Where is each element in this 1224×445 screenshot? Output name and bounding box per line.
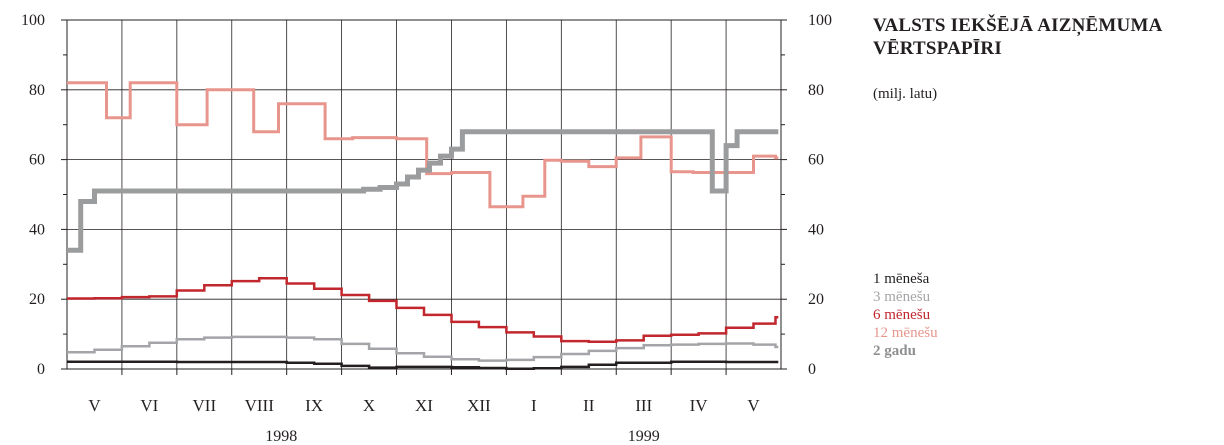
y-tick-label-left: 100 bbox=[21, 12, 45, 29]
legend-item: 1 mēneša bbox=[873, 271, 930, 287]
series-line bbox=[67, 129, 779, 253]
y-tick-label-left: 60 bbox=[29, 152, 45, 169]
month-label: II bbox=[583, 396, 595, 415]
legend-item: 3 mēnešu bbox=[873, 289, 931, 305]
legend-item: 12 mēnešu bbox=[873, 325, 938, 341]
month-label: IV bbox=[690, 396, 709, 415]
y-tick-label-right: 0 bbox=[808, 361, 816, 378]
series-line bbox=[67, 360, 779, 370]
month-label: XI bbox=[415, 396, 433, 415]
year-label: 1998 bbox=[265, 428, 297, 445]
legend-item: 2 gadu bbox=[873, 343, 916, 359]
y-tick-label-right: 60 bbox=[808, 152, 824, 169]
y-tick-label-left: 80 bbox=[29, 82, 45, 99]
month-label: VII bbox=[193, 396, 217, 415]
y-tick-label-right: 40 bbox=[808, 221, 824, 238]
month-label: V bbox=[747, 396, 760, 415]
month-label: VIII bbox=[245, 396, 275, 415]
y-tick-label-left: 0 bbox=[37, 361, 45, 378]
y-tick-label-right: 80 bbox=[808, 82, 824, 99]
y-tick-label-right: 100 bbox=[808, 12, 832, 29]
month-label: I bbox=[531, 396, 537, 415]
legend-item: 6 mēnešu bbox=[873, 307, 931, 323]
month-label: III bbox=[635, 396, 652, 415]
month-label: XII bbox=[467, 396, 491, 415]
year-label: 1999 bbox=[628, 428, 660, 445]
plot-frame bbox=[66, 19, 782, 370]
series-line bbox=[67, 335, 779, 362]
axis-ticks bbox=[61, 19, 787, 375]
y-tick-label-left: 40 bbox=[29, 221, 45, 238]
chart-title: VALSTS IEKŠĒJĀ AIZŅĒMUMA VĒRTSPAPĪRI bbox=[873, 15, 1162, 59]
series-line bbox=[67, 81, 779, 209]
month-label: V bbox=[88, 396, 101, 415]
y-tick-label-right: 20 bbox=[808, 291, 824, 308]
legend: 1 mēneša 3 mēnešu 6 mēnešu 12 mēnešu 2 gadu bbox=[873, 270, 938, 360]
y-tick-label-left: 20 bbox=[29, 291, 45, 308]
month-label: VI bbox=[140, 396, 158, 415]
gridlines bbox=[67, 20, 781, 369]
month-label: X bbox=[363, 396, 375, 415]
series-line bbox=[67, 277, 779, 344]
series-lines bbox=[67, 81, 779, 370]
chart-title-panel: VALSTS IEKŠĒJĀ AIZŅĒMUMA VĒRTSPAPĪRI (mi… bbox=[873, 14, 1223, 103]
chart-subtitle: (milj. latu) bbox=[873, 86, 938, 102]
month-label: IX bbox=[305, 396, 323, 415]
